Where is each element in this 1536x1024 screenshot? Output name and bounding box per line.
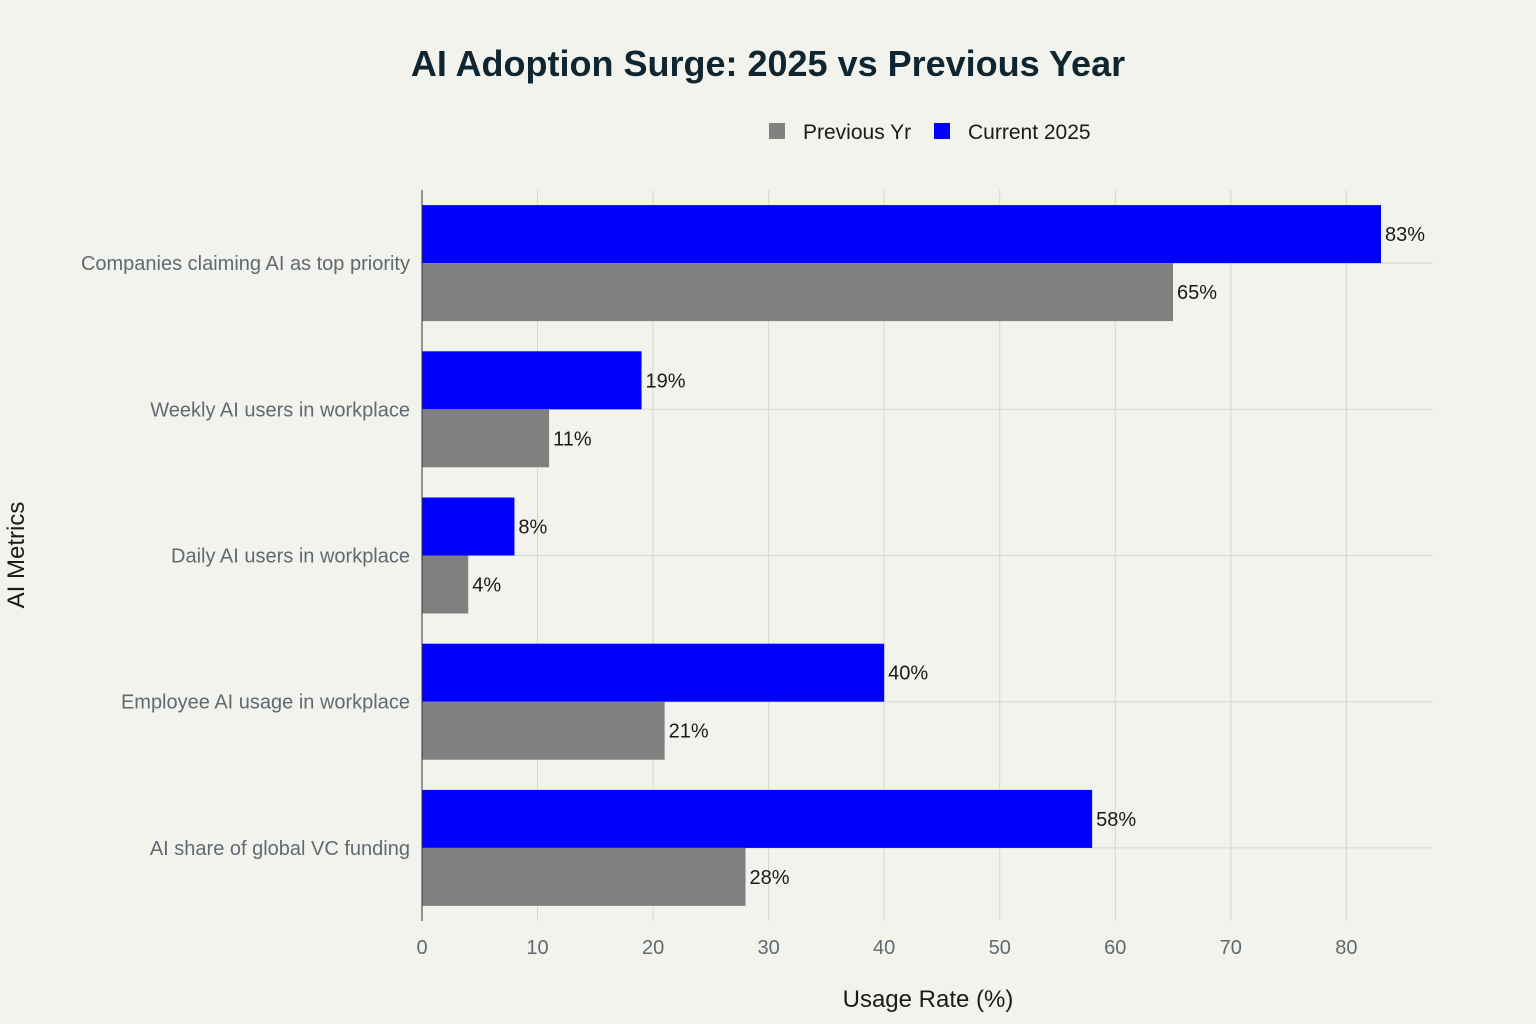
bar-current-2025 bbox=[422, 497, 515, 556]
data-label: 40% bbox=[888, 663, 928, 685]
data-label: 65% bbox=[1177, 282, 1217, 304]
x-tick-label: 0 bbox=[416, 937, 427, 959]
bar-previous-yr bbox=[422, 847, 746, 906]
x-tick-label: 60 bbox=[1104, 937, 1126, 959]
bar-current-2025 bbox=[422, 643, 885, 702]
x-tick-label: 20 bbox=[642, 937, 664, 959]
legend-swatch-previous-yr bbox=[769, 123, 785, 139]
legend-label-current-2025: Current 2025 bbox=[968, 121, 1091, 144]
legend-swatch-current-2025 bbox=[934, 123, 950, 139]
data-label: 28% bbox=[750, 867, 790, 889]
bar-current-2025 bbox=[422, 205, 1382, 264]
category-label: AI share of global VC funding bbox=[150, 838, 410, 860]
x-tick-label: 80 bbox=[1335, 937, 1357, 959]
data-label: 19% bbox=[646, 370, 686, 392]
data-label: 83% bbox=[1385, 224, 1425, 246]
x-tick-label: 50 bbox=[989, 937, 1011, 959]
data-label: 58% bbox=[1096, 809, 1136, 831]
data-label: 4% bbox=[472, 575, 501, 597]
bar-previous-yr bbox=[422, 555, 469, 614]
x-tick-label: 70 bbox=[1220, 937, 1242, 959]
bar-previous-yr bbox=[422, 701, 665, 760]
legend: Previous Yr Current 2025 bbox=[769, 121, 1091, 144]
bar-previous-yr bbox=[422, 409, 550, 468]
data-labels: 83% 65% 19% 11% 8% 4% 40% 21% 58% 28% bbox=[472, 224, 1425, 889]
x-tick-label: 40 bbox=[873, 937, 895, 959]
x-tick-label: 10 bbox=[526, 937, 548, 959]
y-axis-title: AI Metrics bbox=[3, 502, 30, 609]
bar-current-2025 bbox=[422, 789, 1093, 848]
category-label: Weekly AI users in workplace bbox=[150, 399, 410, 421]
category-label: Employee AI usage in workplace bbox=[121, 692, 410, 714]
x-tick-labels: 0 10 20 30 40 50 60 70 80 bbox=[416, 937, 1357, 959]
category-label: Companies claiming AI as top priority bbox=[81, 253, 410, 275]
x-tick-label: 30 bbox=[758, 937, 780, 959]
bar-previous-yr bbox=[422, 263, 1174, 322]
data-label: 8% bbox=[518, 517, 547, 539]
x-axis-title: Usage Rate (%) bbox=[843, 986, 1014, 1013]
bar-current-2025 bbox=[422, 351, 642, 410]
data-label: 21% bbox=[669, 721, 709, 743]
category-labels: Companies claiming AI as top priority Wee… bbox=[81, 253, 410, 860]
bars bbox=[422, 205, 1382, 906]
legend-label-previous-yr: Previous Yr bbox=[803, 121, 911, 144]
chart-title: AI Adoption Surge: 2025 vs Previous Year bbox=[411, 43, 1125, 84]
data-label: 11% bbox=[553, 428, 592, 450]
category-label: Daily AI users in workplace bbox=[171, 546, 410, 568]
